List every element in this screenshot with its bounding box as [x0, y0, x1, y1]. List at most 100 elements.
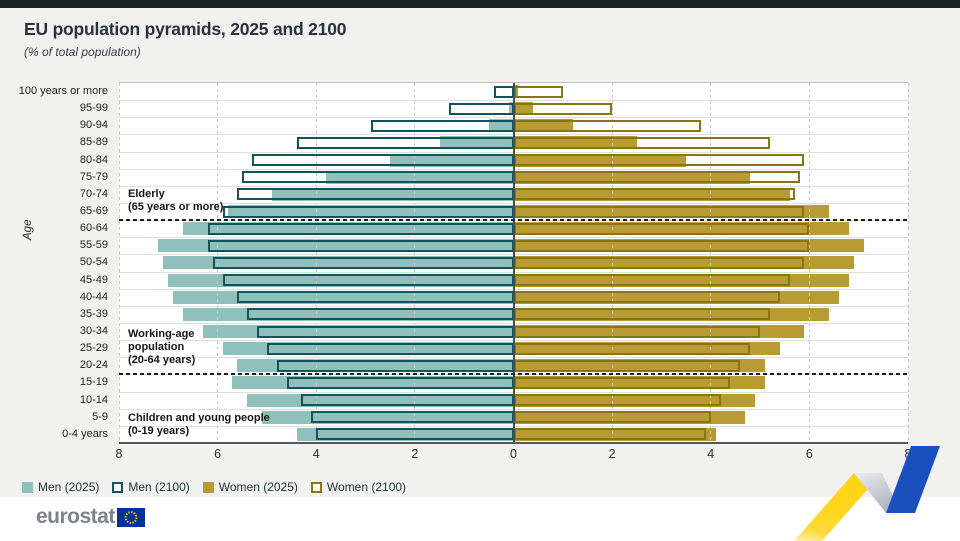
- annotation-line: (65 years or more): [128, 200, 224, 213]
- group-annotation: Working-age population (20-64 years): [128, 328, 195, 367]
- bar-women2100: [513, 394, 721, 407]
- bar-women2100: [513, 119, 701, 132]
- bar-women2025: [513, 170, 751, 184]
- bar-women2025: [513, 102, 534, 116]
- age-group-label: 100 years or more: [18, 85, 108, 97]
- bar-men2025: [227, 205, 514, 218]
- eu-flag-icon: [116, 507, 145, 527]
- annotation-line: population: [128, 341, 185, 354]
- bar-women2025: [513, 187, 790, 201]
- gridline: [611, 83, 613, 443]
- group-boundary-dashed-line: [119, 373, 908, 376]
- chart-subtitle: (% of total population): [24, 45, 141, 59]
- bar-women2025: [513, 256, 854, 270]
- bar-women2100: [513, 154, 805, 167]
- bar-men2025: [237, 359, 514, 373]
- age-group-label: 40-44: [79, 290, 108, 303]
- bar-men2025: [326, 170, 514, 184]
- bar-women2025: [513, 393, 756, 407]
- annotation-line: (20-64 years): [128, 354, 196, 367]
- x-tick-label: 2: [411, 447, 419, 461]
- legend-item-women2100: Women (2100): [310, 480, 406, 494]
- age-group-label: 15-19: [79, 376, 108, 389]
- x-tick-label: 0: [510, 447, 517, 461]
- legend-label: Women (2025): [218, 480, 298, 494]
- x-tick-label: 4: [707, 447, 715, 461]
- annotation-line: Children and young people: [128, 412, 270, 425]
- bar-men2025: [222, 342, 514, 356]
- pyramid-plot-area: Elderly (65 years or more) Working-age popu…: [118, 82, 909, 444]
- bar-men2100: [311, 411, 514, 424]
- bar-men2025: [488, 119, 514, 133]
- bar-women2100: [513, 205, 805, 218]
- chart-title: EU population pyramids, 2025 and 2100: [24, 19, 347, 39]
- age-group-label: 50-54: [79, 256, 108, 269]
- legend-swatch: [310, 481, 322, 493]
- bar-women2100: [513, 376, 731, 389]
- bar-men2100: [257, 325, 514, 338]
- bar-men2025: [508, 102, 514, 116]
- bar-men2100: [247, 308, 514, 321]
- bar-men2025: [168, 273, 514, 287]
- age-group-label: 5-9: [92, 410, 108, 423]
- chart-legend: Men (2025) Men (2100) Women (2025) Women (2…: [22, 478, 406, 496]
- bar-women2100: [513, 411, 711, 424]
- bar-women2100: [513, 308, 770, 321]
- bar-men2025: [173, 290, 514, 304]
- eurostat-wordmark: eurostat: [36, 505, 115, 528]
- bar-women2100: [513, 291, 780, 304]
- bar-women2025: [513, 342, 780, 356]
- bar-women2100: [513, 359, 741, 372]
- age-group-label: 55-59: [79, 239, 108, 252]
- bar-women2100: [513, 136, 770, 149]
- bar-men2025: [262, 410, 514, 424]
- x-tick-label: 8: [904, 447, 912, 461]
- bar-men2100: [493, 85, 514, 98]
- bar-men2100: [222, 274, 514, 287]
- legend-swatch: [202, 481, 214, 493]
- bar-men2025: [183, 222, 514, 236]
- age-group-label: 35-39: [79, 307, 108, 320]
- eurostat-logo: eurostat: [36, 505, 145, 529]
- bar-women2100: [513, 188, 795, 201]
- age-group-label: 20-24: [79, 359, 108, 372]
- gridline: [217, 83, 219, 443]
- bar-women2100: [513, 256, 805, 269]
- x-axis-line: [119, 442, 908, 444]
- zero-center-line: [512, 83, 515, 443]
- age-group-label: 85-89: [79, 136, 108, 149]
- bar-women2025: [513, 153, 687, 167]
- legend-swatch: [112, 481, 124, 493]
- age-group-label: 0-4 years: [62, 427, 108, 440]
- bar-men2100: [276, 359, 514, 372]
- bar-women2025: [513, 410, 746, 424]
- bar-women2100: [513, 102, 613, 115]
- bar-men2025: [296, 427, 514, 441]
- bar-men2100: [237, 188, 514, 201]
- bar-men2100: [316, 428, 514, 441]
- x-tick-label: 8: [115, 447, 123, 461]
- bar-women2100: [513, 342, 751, 355]
- bar-women2100: [513, 85, 563, 98]
- x-tick-label: 4: [312, 447, 320, 461]
- plot-top-border: [119, 82, 908, 83]
- bar-men2100: [266, 342, 514, 355]
- age-group-label: 10-14: [79, 393, 108, 406]
- bar-men2025: [232, 376, 514, 390]
- bar-men2100: [207, 239, 514, 252]
- bar-women2100: [513, 171, 800, 184]
- group-annotation: Children and young people (0-19 years): [128, 412, 270, 438]
- bar-women2025: [513, 273, 849, 287]
- bar-men2100: [207, 222, 514, 235]
- bar-women2025: [513, 325, 805, 338]
- bar-men2025: [439, 136, 514, 150]
- bar-women2025: [513, 205, 830, 218]
- legend-swatch: [22, 481, 33, 493]
- gridline: [414, 83, 416, 443]
- bar-women2025: [513, 427, 716, 441]
- bar-men2025: [163, 256, 514, 270]
- bar-women2025: [513, 290, 839, 304]
- age-group-label: 75-79: [79, 170, 108, 183]
- y-axis-label: Age: [22, 219, 34, 240]
- bar-men2100: [296, 136, 514, 149]
